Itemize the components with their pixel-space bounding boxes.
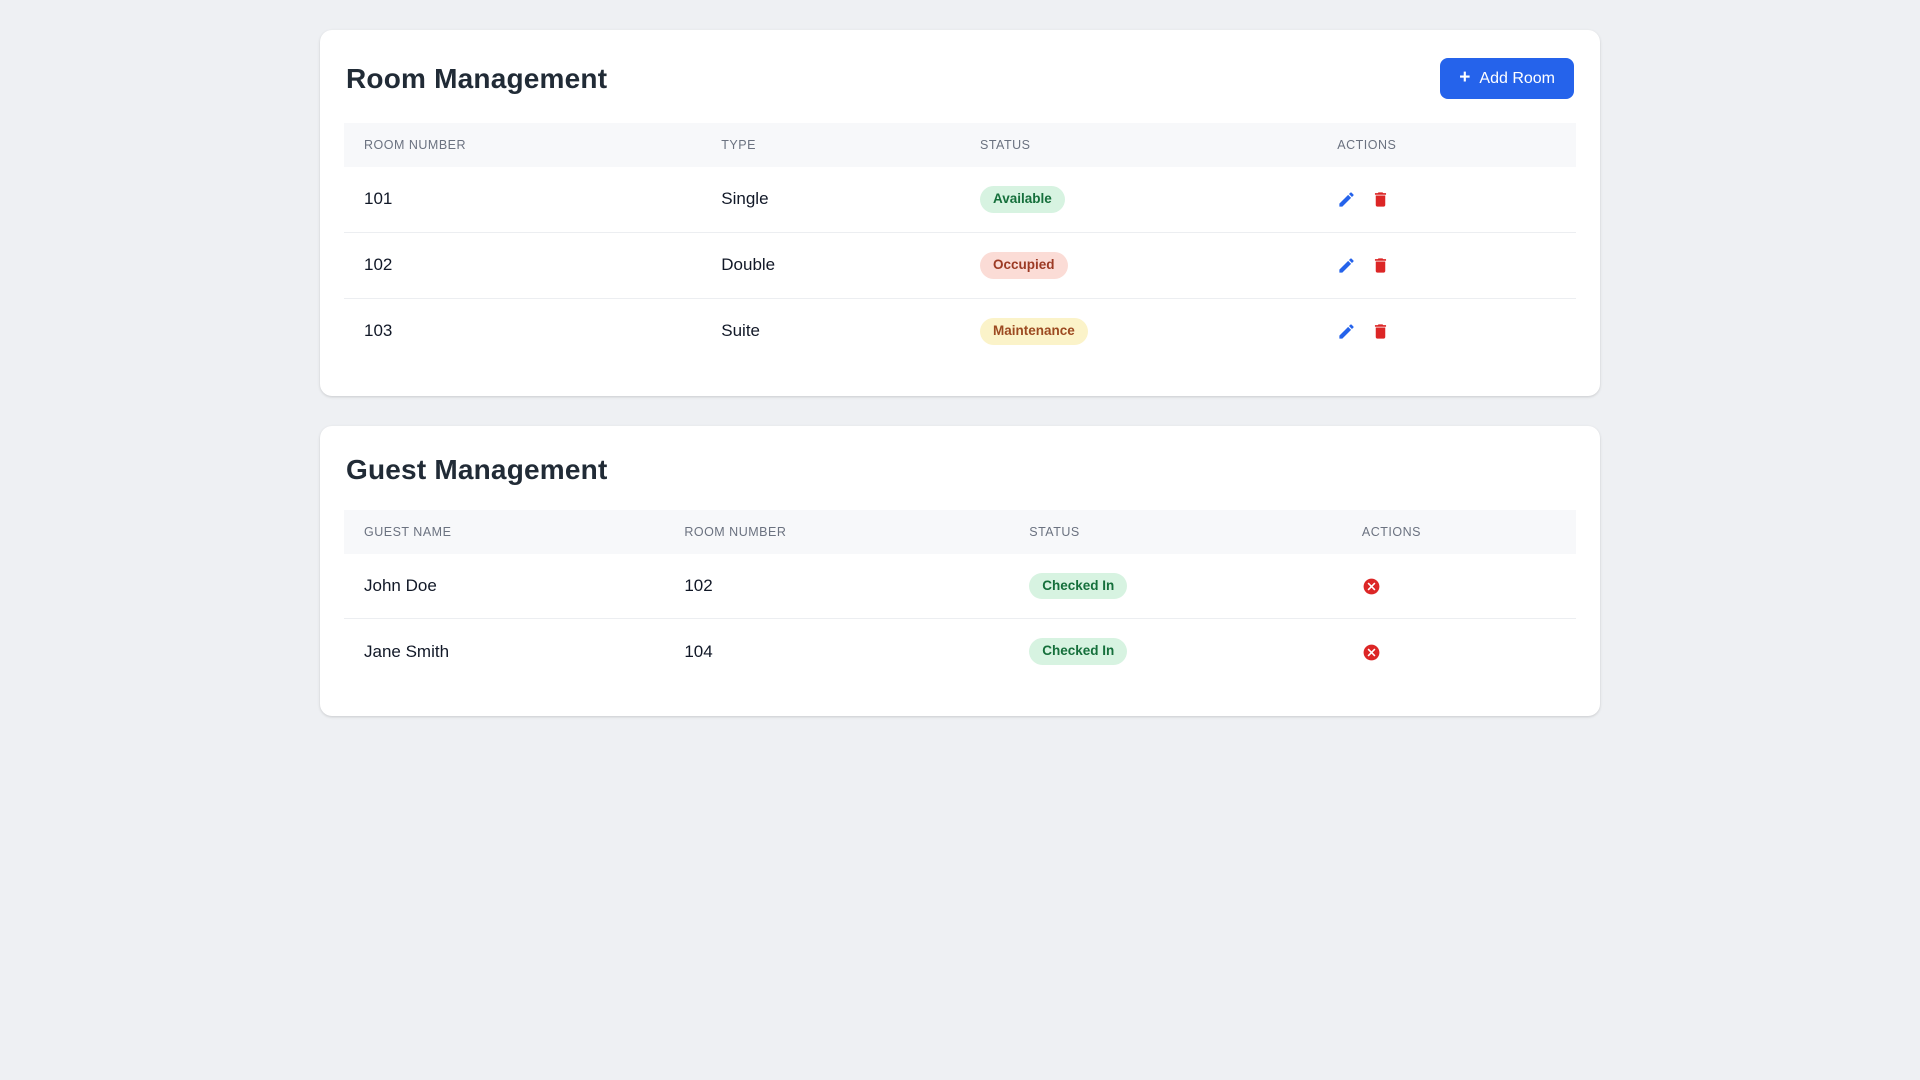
status-badge: Available — [979, 186, 1065, 213]
room-number-cell: 102 — [344, 231, 702, 299]
delete-room-button[interactable] — [1371, 322, 1390, 341]
guest-name-cell: John Doe — [364, 575, 437, 595]
guest-table-header-guest-name: Guest Name — [344, 509, 665, 554]
guest-name-cell: Jane Smith — [344, 618, 665, 685]
room-type-cell: Single — [721, 189, 769, 209]
room-table-header-status: Status — [959, 123, 1318, 167]
edit-icon — [1337, 190, 1356, 209]
room-table-header-row: Room Number Type Status Actions — [344, 123, 1576, 167]
room-table-header-actions: Actions — [1317, 123, 1576, 167]
room-table-header-type: Type — [701, 123, 960, 167]
guest-management-title: Guest Management — [346, 453, 608, 485]
guest-table-header-status: Status — [1009, 509, 1342, 554]
delete-icon — [1371, 322, 1390, 341]
edit-icon — [1337, 256, 1356, 275]
page-content: Room Management + Add Room Room Number T… — [320, 0, 1600, 717]
guest-table-row: John Doe 102 Checked In — [344, 554, 1576, 619]
guest-table-header-room-number: Room Number — [664, 509, 1010, 554]
add-room-button[interactable]: + Add Room — [1440, 58, 1574, 99]
guest-management-header: Guest Management — [344, 454, 1576, 486]
room-number-cell: 103 — [344, 297, 702, 364]
check-out-guest-button[interactable] — [1362, 643, 1381, 662]
delete-room-button[interactable] — [1371, 190, 1390, 209]
room-status-cell: Maintenance — [959, 297, 1318, 364]
check-out-guest-button[interactable] — [1362, 577, 1381, 596]
guest-table-row: Jane Smith 104 Checked In — [344, 618, 1576, 685]
edit-room-button[interactable] — [1337, 322, 1356, 341]
edit-icon — [1337, 322, 1356, 341]
guest-table-header-row: Guest Name Room Number Status Actions — [344, 509, 1576, 554]
guest-status-cell: Checked In — [1009, 554, 1342, 619]
status-badge: Checked In — [1029, 572, 1128, 600]
guest-actions-cell — [1342, 554, 1576, 619]
room-type-cell: Suite — [701, 297, 960, 364]
room-management-header: Room Management + Add Room — [344, 58, 1576, 99]
check-out-icon — [1362, 643, 1381, 662]
guest-room-number-cell: 102 — [684, 575, 713, 595]
room-table-row: 102 Double Occupied — [344, 231, 1576, 299]
edit-room-button[interactable] — [1337, 190, 1356, 209]
room-actions-cell — [1317, 297, 1576, 364]
room-number-cell: 101 — [364, 189, 393, 209]
delete-room-button[interactable] — [1371, 256, 1390, 275]
room-table: Room Number Type Status Actions 101 Sing… — [344, 123, 1576, 364]
room-management-card: Room Management + Add Room Room Number T… — [320, 30, 1600, 396]
guest-table: Guest Name Room Number Status Actions Jo… — [344, 509, 1576, 685]
status-badge: Checked In — [1029, 638, 1128, 666]
room-actions-cell — [1317, 231, 1576, 299]
status-badge: Maintenance — [979, 317, 1088, 345]
guest-actions-cell — [1341, 618, 1576, 685]
delete-icon — [1371, 256, 1390, 275]
room-type-cell: Double — [701, 231, 960, 299]
plus-icon: + — [1459, 67, 1471, 88]
room-table-header-room-number: Room Number — [344, 123, 702, 167]
add-room-button-label: Add Room — [1479, 69, 1555, 87]
check-out-icon — [1362, 577, 1381, 596]
room-management-title: Room Management — [346, 62, 608, 94]
guest-management-card: Guest Management Guest Name Room Number … — [320, 425, 1600, 717]
delete-icon — [1371, 190, 1390, 209]
room-table-row: 103 Suite Maintenance — [344, 297, 1576, 364]
guest-table-header-actions: Actions — [1341, 509, 1576, 554]
room-status-cell: Available — [960, 167, 1317, 232]
status-badge: Occupied — [979, 251, 1068, 279]
edit-room-button[interactable] — [1337, 256, 1356, 275]
room-actions-cell — [1317, 167, 1576, 232]
guest-room-number-cell: 104 — [664, 618, 1010, 685]
guest-status-cell: Checked In — [1009, 618, 1342, 685]
room-table-row: 101 Single Available — [344, 167, 1576, 232]
room-status-cell: Occupied — [959, 231, 1318, 299]
